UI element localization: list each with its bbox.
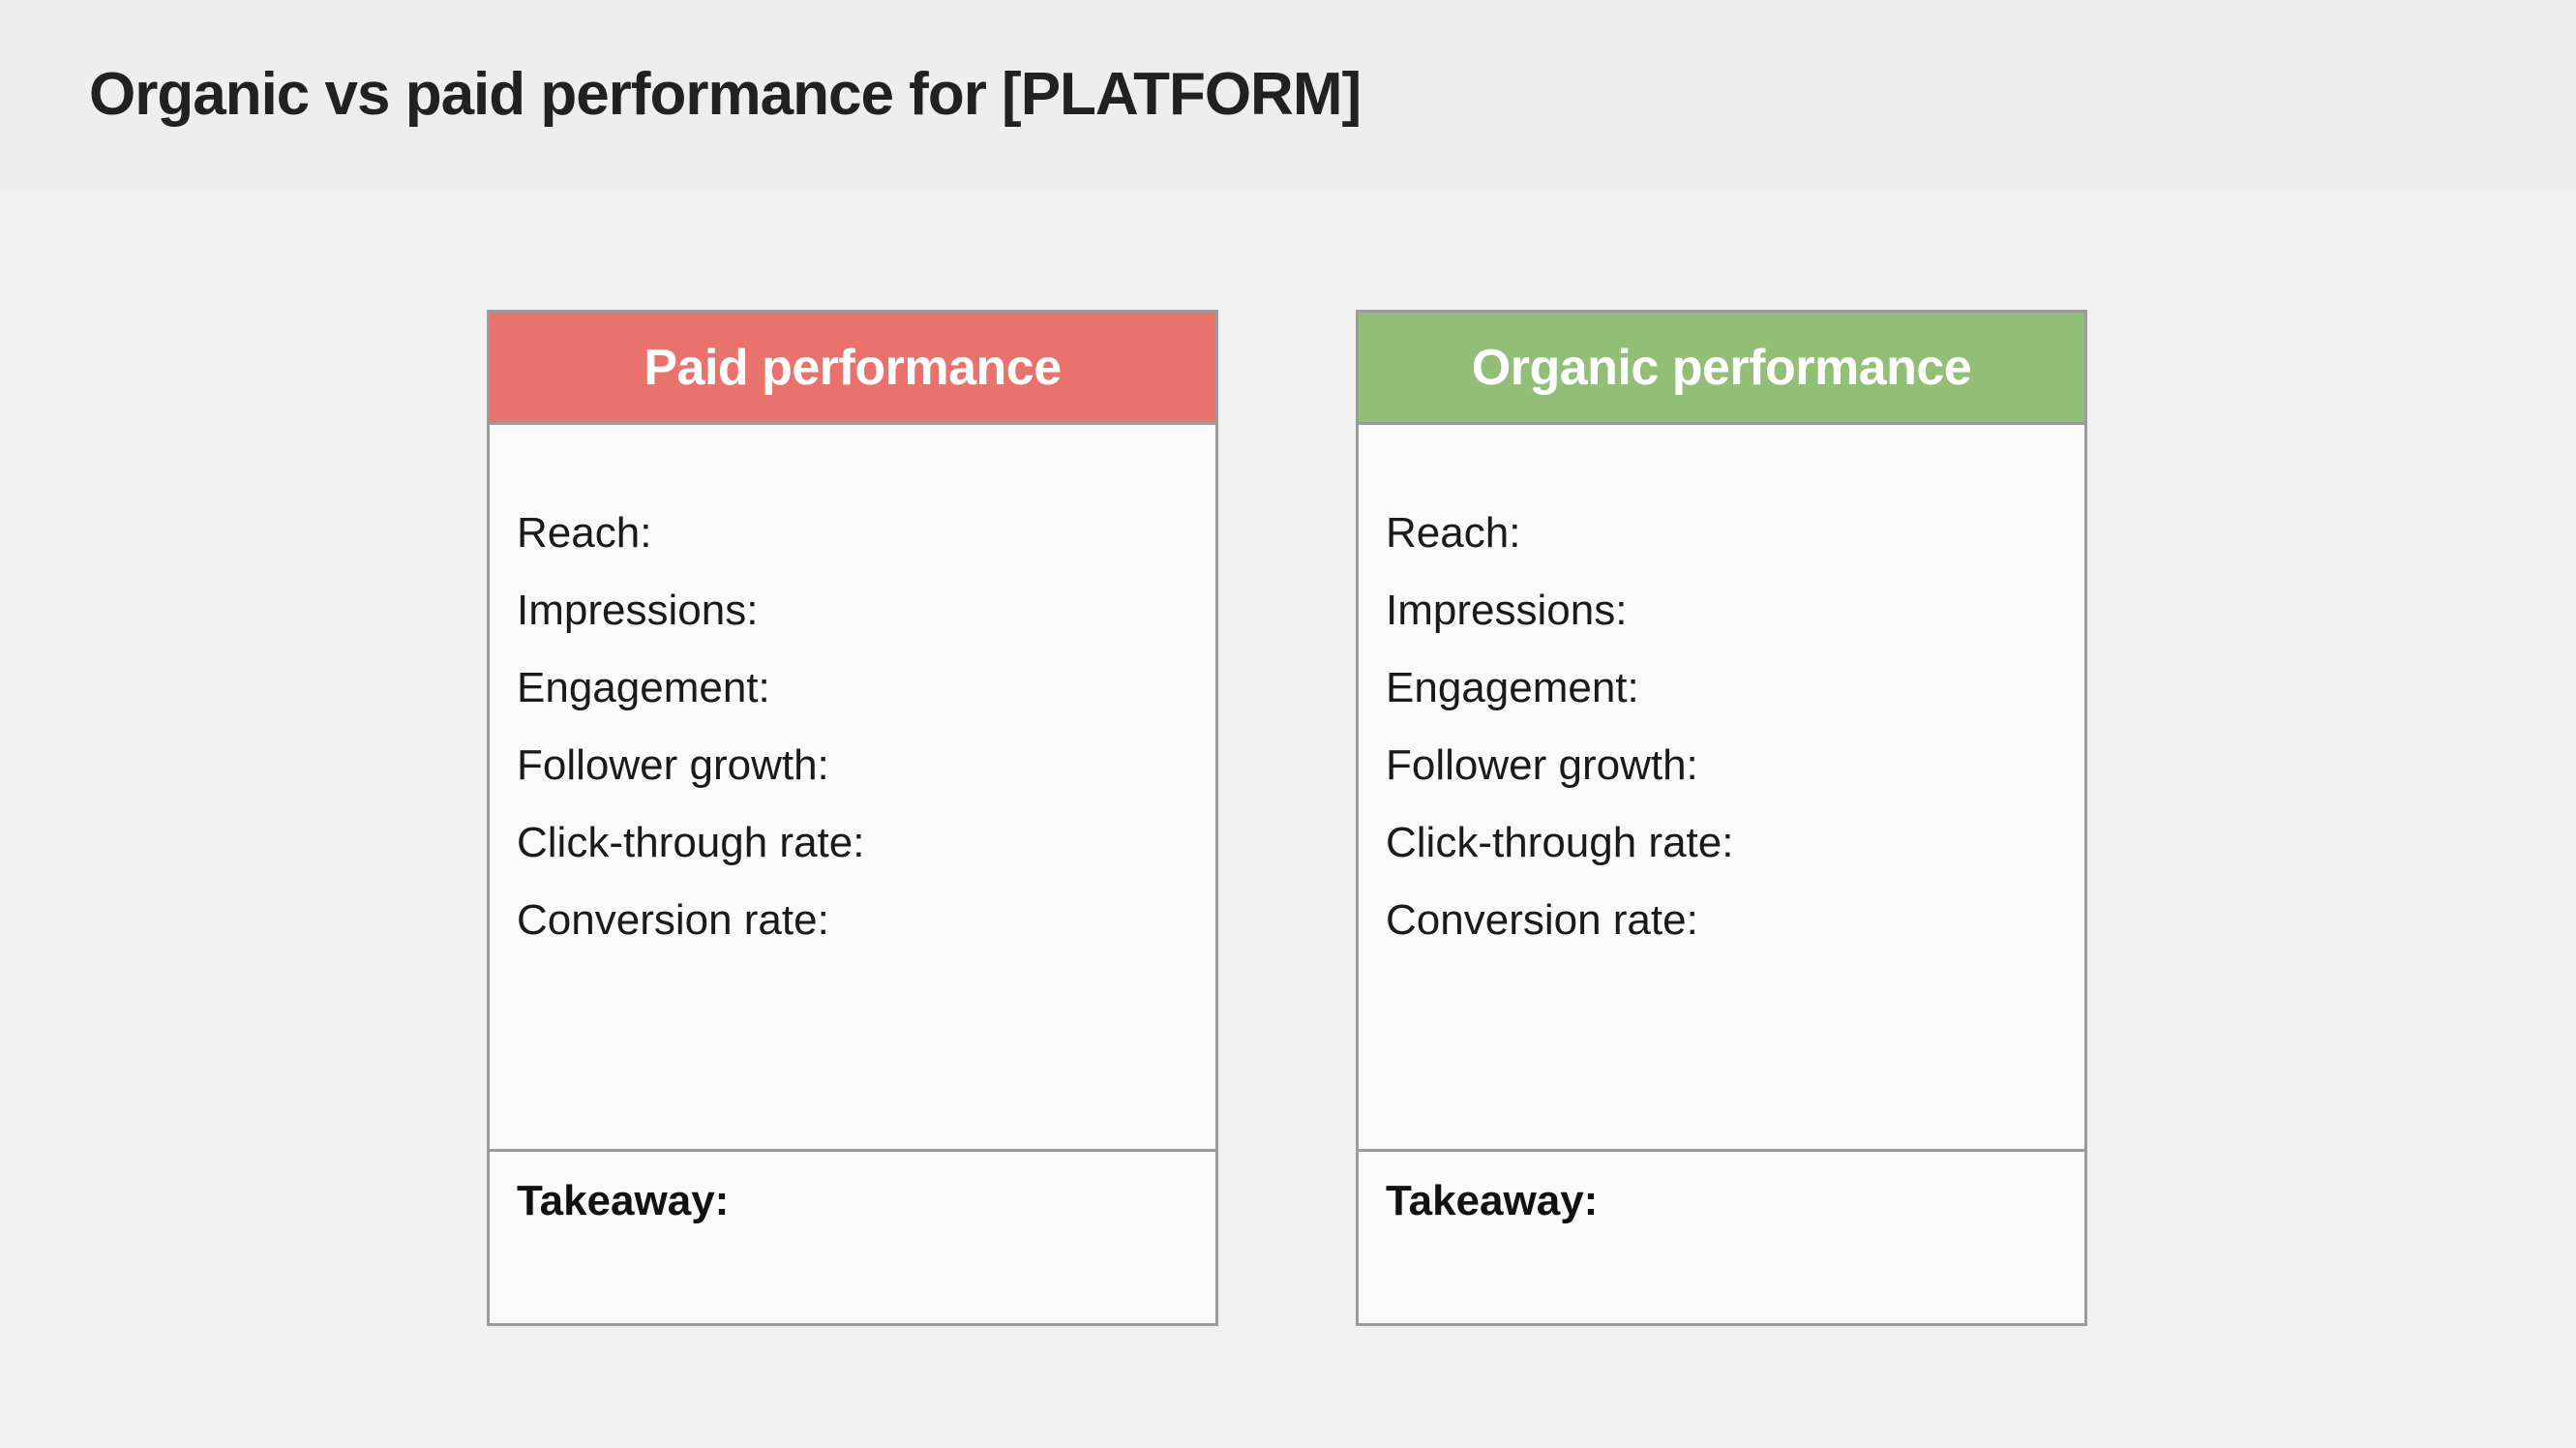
- field-label: Engagement:: [517, 664, 770, 711]
- field-label: Impressions:: [517, 587, 759, 634]
- field-label: Impressions:: [1386, 587, 1628, 634]
- paid-card-title: Paid performance: [644, 339, 1062, 396]
- field-row-reach[interactable]: Reach:: [1386, 495, 2055, 572]
- field-label: Click-through rate:: [1386, 819, 1734, 866]
- field-label: Follower growth:: [1386, 741, 1698, 789]
- organic-card-header: Organic performance: [1359, 313, 2084, 425]
- worksheet-canvas: Paid performance Reach: Impressions: Eng…: [0, 189, 2576, 1448]
- paid-card-body: Reach: Impressions: Engagement: Follower…: [490, 425, 1215, 1149]
- title-band: Organic vs paid performance for [PLATFOR…: [0, 0, 2576, 189]
- field-row-conversion-rate[interactable]: Conversion rate:: [1386, 882, 2055, 959]
- paid-performance-card: Paid performance Reach: Impressions: Eng…: [487, 310, 1218, 1326]
- field-row-follower-growth[interactable]: Follower growth:: [517, 727, 1186, 804]
- field-label: Reach:: [517, 509, 652, 557]
- organic-takeaway-section[interactable]: Takeaway:: [1359, 1149, 2084, 1323]
- field-label: Conversion rate:: [517, 896, 829, 944]
- paid-card-header: Paid performance: [490, 313, 1215, 425]
- field-label: Engagement:: [1386, 664, 1639, 711]
- field-row-reach[interactable]: Reach:: [517, 495, 1186, 572]
- takeaway-label: Takeaway:: [1386, 1177, 1599, 1224]
- field-row-engagement[interactable]: Engagement:: [517, 649, 1186, 727]
- organic-performance-card: Organic performance Reach: Impressions: …: [1356, 310, 2087, 1326]
- field-label: Conversion rate:: [1386, 896, 1698, 944]
- field-row-follower-growth[interactable]: Follower growth:: [1386, 727, 2055, 804]
- field-row-conversion-rate[interactable]: Conversion rate:: [517, 882, 1186, 959]
- field-row-click-through-rate[interactable]: Click-through rate:: [1386, 804, 2055, 882]
- field-label: Follower growth:: [517, 741, 829, 789]
- paid-takeaway-section[interactable]: Takeaway:: [490, 1149, 1215, 1323]
- field-label: Reach:: [1386, 509, 1521, 557]
- field-row-impressions[interactable]: Impressions:: [517, 572, 1186, 649]
- page-title: Organic vs paid performance for [PLATFOR…: [89, 61, 1362, 128]
- field-row-engagement[interactable]: Engagement:: [1386, 649, 2055, 727]
- organic-card-body: Reach: Impressions: Engagement: Follower…: [1359, 425, 2084, 1149]
- field-row-click-through-rate[interactable]: Click-through rate:: [517, 804, 1186, 882]
- field-row-impressions[interactable]: Impressions:: [1386, 572, 2055, 649]
- field-label: Click-through rate:: [517, 819, 865, 866]
- organic-card-title: Organic performance: [1471, 339, 1972, 396]
- takeaway-label: Takeaway:: [517, 1177, 730, 1224]
